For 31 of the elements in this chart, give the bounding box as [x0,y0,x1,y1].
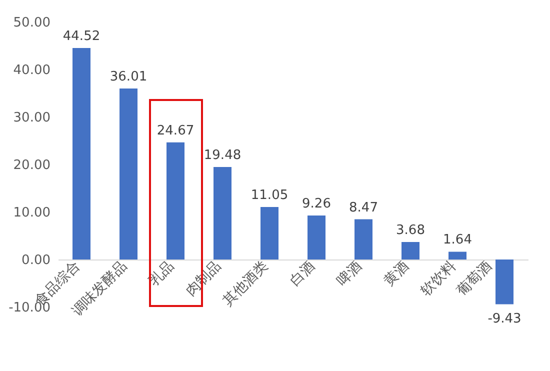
x-tick-label: 啤酒 [334,258,366,290]
data-label: -9.43 [488,311,522,326]
data-label: 8.47 [349,200,378,216]
bar [402,242,420,260]
data-label: 3.68 [396,223,425,238]
bar [496,260,514,304]
bar [166,142,184,260]
bar [72,48,90,260]
bar [308,216,326,260]
y-tick-label: 10.00 [13,206,50,220]
data-label: 9.26 [302,196,331,212]
data-label: 19.48 [204,148,242,163]
x-tick-label: 葡萄酒 [454,258,496,300]
x-tick-label: 其他酒类 [220,258,272,310]
data-label: 1.64 [443,232,472,248]
data-label: 24.67 [156,123,194,138]
data-label: 36.01 [110,69,148,84]
y-tick-label: 20.00 [13,158,50,173]
bar [120,88,138,260]
y-tick-label: 30.00 [13,110,50,126]
data-label: 44.52 [62,29,100,44]
bar [214,166,232,260]
y-tick-label: 50.00 [13,16,50,30]
x-tick-label: 黄酒 [381,258,412,290]
y-tick-label: 40.00 [13,63,50,78]
bar [260,207,278,260]
x-tick-label: 白酒 [287,258,318,290]
data-label: 11.05 [250,188,288,204]
bar [354,219,372,260]
bar [448,252,466,260]
y-tick-label: 0.00 [22,253,50,268]
